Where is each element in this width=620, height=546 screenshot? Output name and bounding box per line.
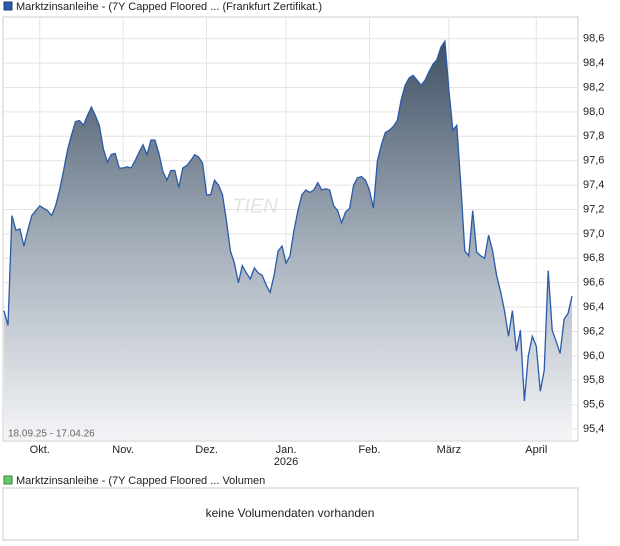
x-tick-sublabel: 2026	[274, 456, 298, 468]
y-tick-label: 97,4	[583, 179, 604, 191]
y-tick-label: 97,0	[583, 228, 604, 240]
y-tick-label: 98,4	[583, 57, 604, 69]
legend-label: Marktzinsanleihe - (7Y Capped Floored ..…	[16, 1, 322, 13]
line	[3, 39, 573, 402]
area	[4, 41, 573, 440]
x-tick-label: Okt.	[30, 444, 50, 456]
legend-label: Marktzinsanleihe - (7Y Capped Floored ..…	[16, 475, 265, 487]
y-tick-label: 98,2	[583, 81, 604, 93]
date-range: 18.09.25 - 17.04.26	[8, 429, 95, 440]
x-tick-label: Jan.	[276, 444, 297, 456]
y-tick-label: 96,4	[583, 301, 604, 313]
y-tick-label: 96,2	[583, 325, 604, 337]
y-tick-label: 96,6	[583, 277, 604, 289]
legend-swatch	[3, 475, 13, 485]
legend-swatch	[3, 1, 13, 11]
empty-message: keine Volumendaten vorhanden	[206, 506, 375, 520]
y-tick-label: 95,4	[583, 423, 604, 435]
x-tick-label: Nov.	[112, 444, 134, 456]
volume-frame	[2, 487, 579, 541]
x-tick-label: März	[437, 444, 461, 456]
y-tick-label: 98,6	[583, 33, 604, 45]
x-tick-label: Feb.	[358, 444, 380, 456]
y-tick-label: 96,8	[583, 252, 604, 264]
y-tick-label: 98,0	[583, 106, 604, 118]
y-tick-label: 96,0	[583, 350, 604, 362]
y-tick-label: 97,8	[583, 130, 604, 142]
x-tick-label: April	[525, 444, 547, 456]
x-tick-label: Dez.	[195, 444, 218, 456]
y-tick-label: 95,8	[583, 374, 604, 386]
y-tick-label: 97,2	[583, 203, 604, 215]
y-tick-label: 97,6	[583, 155, 604, 167]
watermark: TIEN	[232, 195, 278, 217]
y-tick-label: 95,6	[583, 399, 604, 411]
